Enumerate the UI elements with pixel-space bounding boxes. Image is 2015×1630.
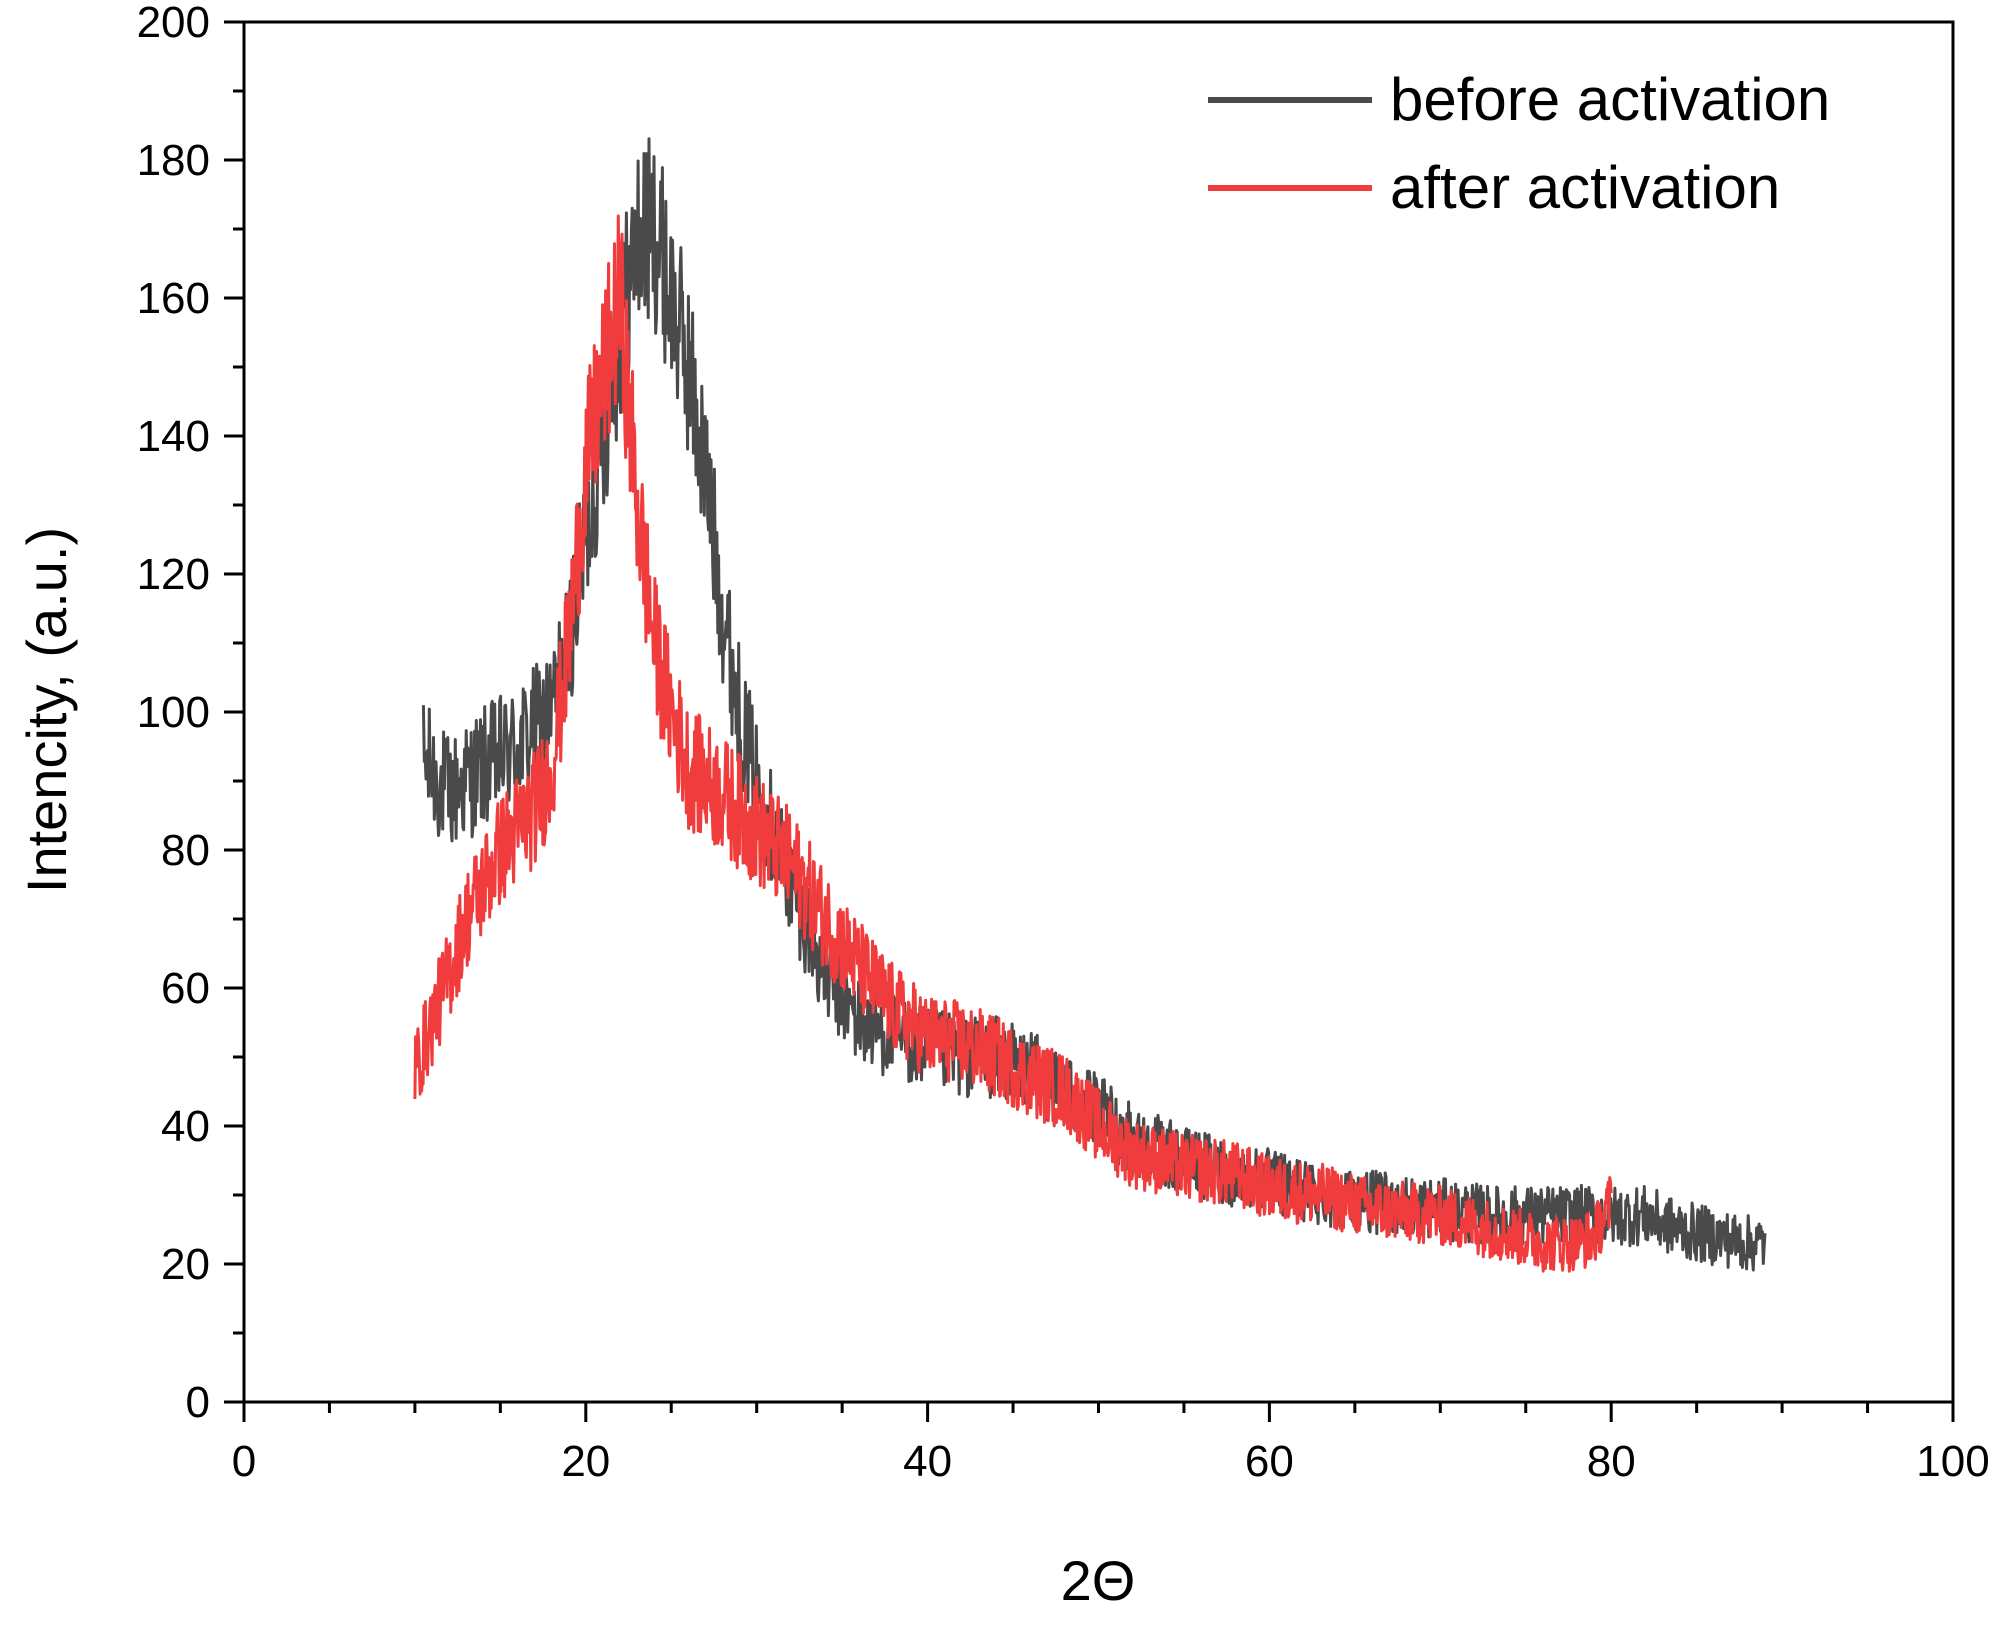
x-tick-label: 100 [1916, 1437, 1989, 1486]
x-tick-label: 0 [232, 1437, 256, 1486]
y-axis-title: Intencity, (a.u.) [15, 527, 78, 893]
legend: before activation after activation [1208, 66, 1830, 221]
y-tick-label: 20 [161, 1240, 210, 1289]
y-tick-label: 60 [161, 964, 210, 1013]
y-tick-label: 40 [161, 1102, 210, 1151]
x-axis-title: 2Θ [1061, 1549, 1136, 1612]
y-tick-label: 180 [137, 136, 210, 185]
y-tick-label: 160 [137, 274, 210, 323]
y-tick-label: 120 [137, 550, 210, 599]
x-tick-label: 20 [561, 1437, 610, 1486]
legend-label-before-activation: before activation [1390, 66, 1830, 133]
y-tick-label: 140 [137, 412, 210, 461]
y-tick-label: 100 [137, 688, 210, 737]
x-tick-label: 60 [1245, 1437, 1294, 1486]
series-line-after-activation [413, 214, 1613, 1273]
series-line-before-activation [421, 137, 1767, 1272]
y-tick-label: 0 [186, 1378, 210, 1427]
legend-label-after-activation: after activation [1390, 154, 1780, 221]
series-layer [413, 137, 1767, 1273]
tick-labels-layer: 0 20 40 60 80 100 0 20 40 60 80 100 120 140 160 180 200 [137, 0, 1990, 1486]
ticks-layer [224, 20, 1955, 1422]
y-tick-label: 200 [137, 0, 210, 47]
plot-frame [242, 20, 1955, 1404]
x-tick-label: 40 [903, 1437, 952, 1486]
y-tick-label: 80 [161, 826, 210, 875]
x-tick-label: 80 [1587, 1437, 1636, 1486]
